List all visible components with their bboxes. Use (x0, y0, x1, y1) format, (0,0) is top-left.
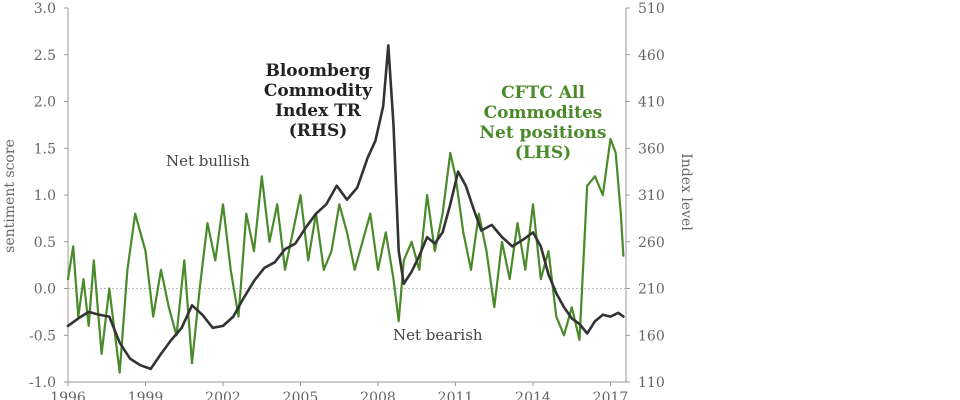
x-tick-label: 2017 (593, 390, 629, 400)
right-tick-label: 460 (638, 48, 665, 64)
right-tick-label: 510 (638, 1, 665, 17)
left-tick-label: 2.5 (34, 48, 56, 64)
x-tick-label: 2008 (360, 390, 396, 400)
x-tick-label: 1996 (50, 390, 86, 400)
right-tick-label: 110 (638, 375, 665, 391)
net-bearish-label: Net bearish (393, 326, 483, 344)
x-tick-labels: 1996 1999 2002 2005 2008 2011 2014 2017 (50, 382, 628, 400)
left-tick-labels: 3.0 2.5 2.0 1.5 1.0 0.5 0.0 -0.5 -1.0 (29, 1, 68, 391)
left-tick-label: 1.5 (34, 141, 56, 157)
y-axis-title-right: Index level (678, 153, 694, 231)
left-tick-label: 3.0 (34, 1, 56, 17)
left-tick-label: 0.0 (34, 282, 56, 298)
right-tick-label: 160 (638, 328, 665, 344)
bcom-annotation-line-4: (RHS) (289, 121, 348, 141)
right-tick-label: 360 (638, 141, 665, 157)
y-axis-title-left: sentiment score (2, 139, 18, 253)
left-tick-label: 2.0 (34, 95, 56, 111)
left-tick-label: -1.0 (29, 375, 56, 391)
right-tick-label: 210 (638, 282, 665, 298)
cftc-annotation-line-2: Commodites (484, 103, 603, 123)
bcom-annotation-line-1: Bloomberg (265, 61, 370, 81)
left-tick-label: -0.5 (29, 328, 56, 344)
cftc-annotation: CFTC All Commodites Net positions (LHS) (480, 83, 607, 163)
right-tick-label: 410 (638, 95, 665, 111)
cftc-annotation-line-4: (LHS) (515, 143, 571, 163)
cftc-annotation-line-3: Net positions (480, 123, 607, 143)
right-tick-label: 260 (638, 235, 665, 251)
bcom-index-line (66, 44, 625, 371)
right-tick-labels: 510 460 410 360 310 260 210 160 110 (626, 1, 665, 391)
bcom-annotation: Bloomberg Commodity Index TR (RHS) (264, 61, 373, 141)
x-tick-label: 2002 (205, 390, 241, 400)
left-tick-label: 1.0 (34, 188, 56, 204)
right-tick-label: 310 (638, 188, 665, 204)
cftc-net-positions-line (66, 137, 625, 374)
net-bullish-label: Net bullish (166, 152, 250, 170)
bcom-annotation-line-2: Commodity (264, 81, 373, 101)
bcom-annotation-line-3: Index TR (275, 101, 362, 121)
x-tick-label: 1999 (128, 390, 164, 400)
cftc-annotation-line-1: CFTC All (501, 83, 585, 103)
x-tick-label: 2014 (515, 390, 551, 400)
series-layer (66, 44, 625, 374)
x-tick-label: 2005 (283, 390, 319, 400)
left-tick-label: 0.5 (34, 235, 56, 251)
x-tick-label: 2011 (438, 390, 474, 400)
